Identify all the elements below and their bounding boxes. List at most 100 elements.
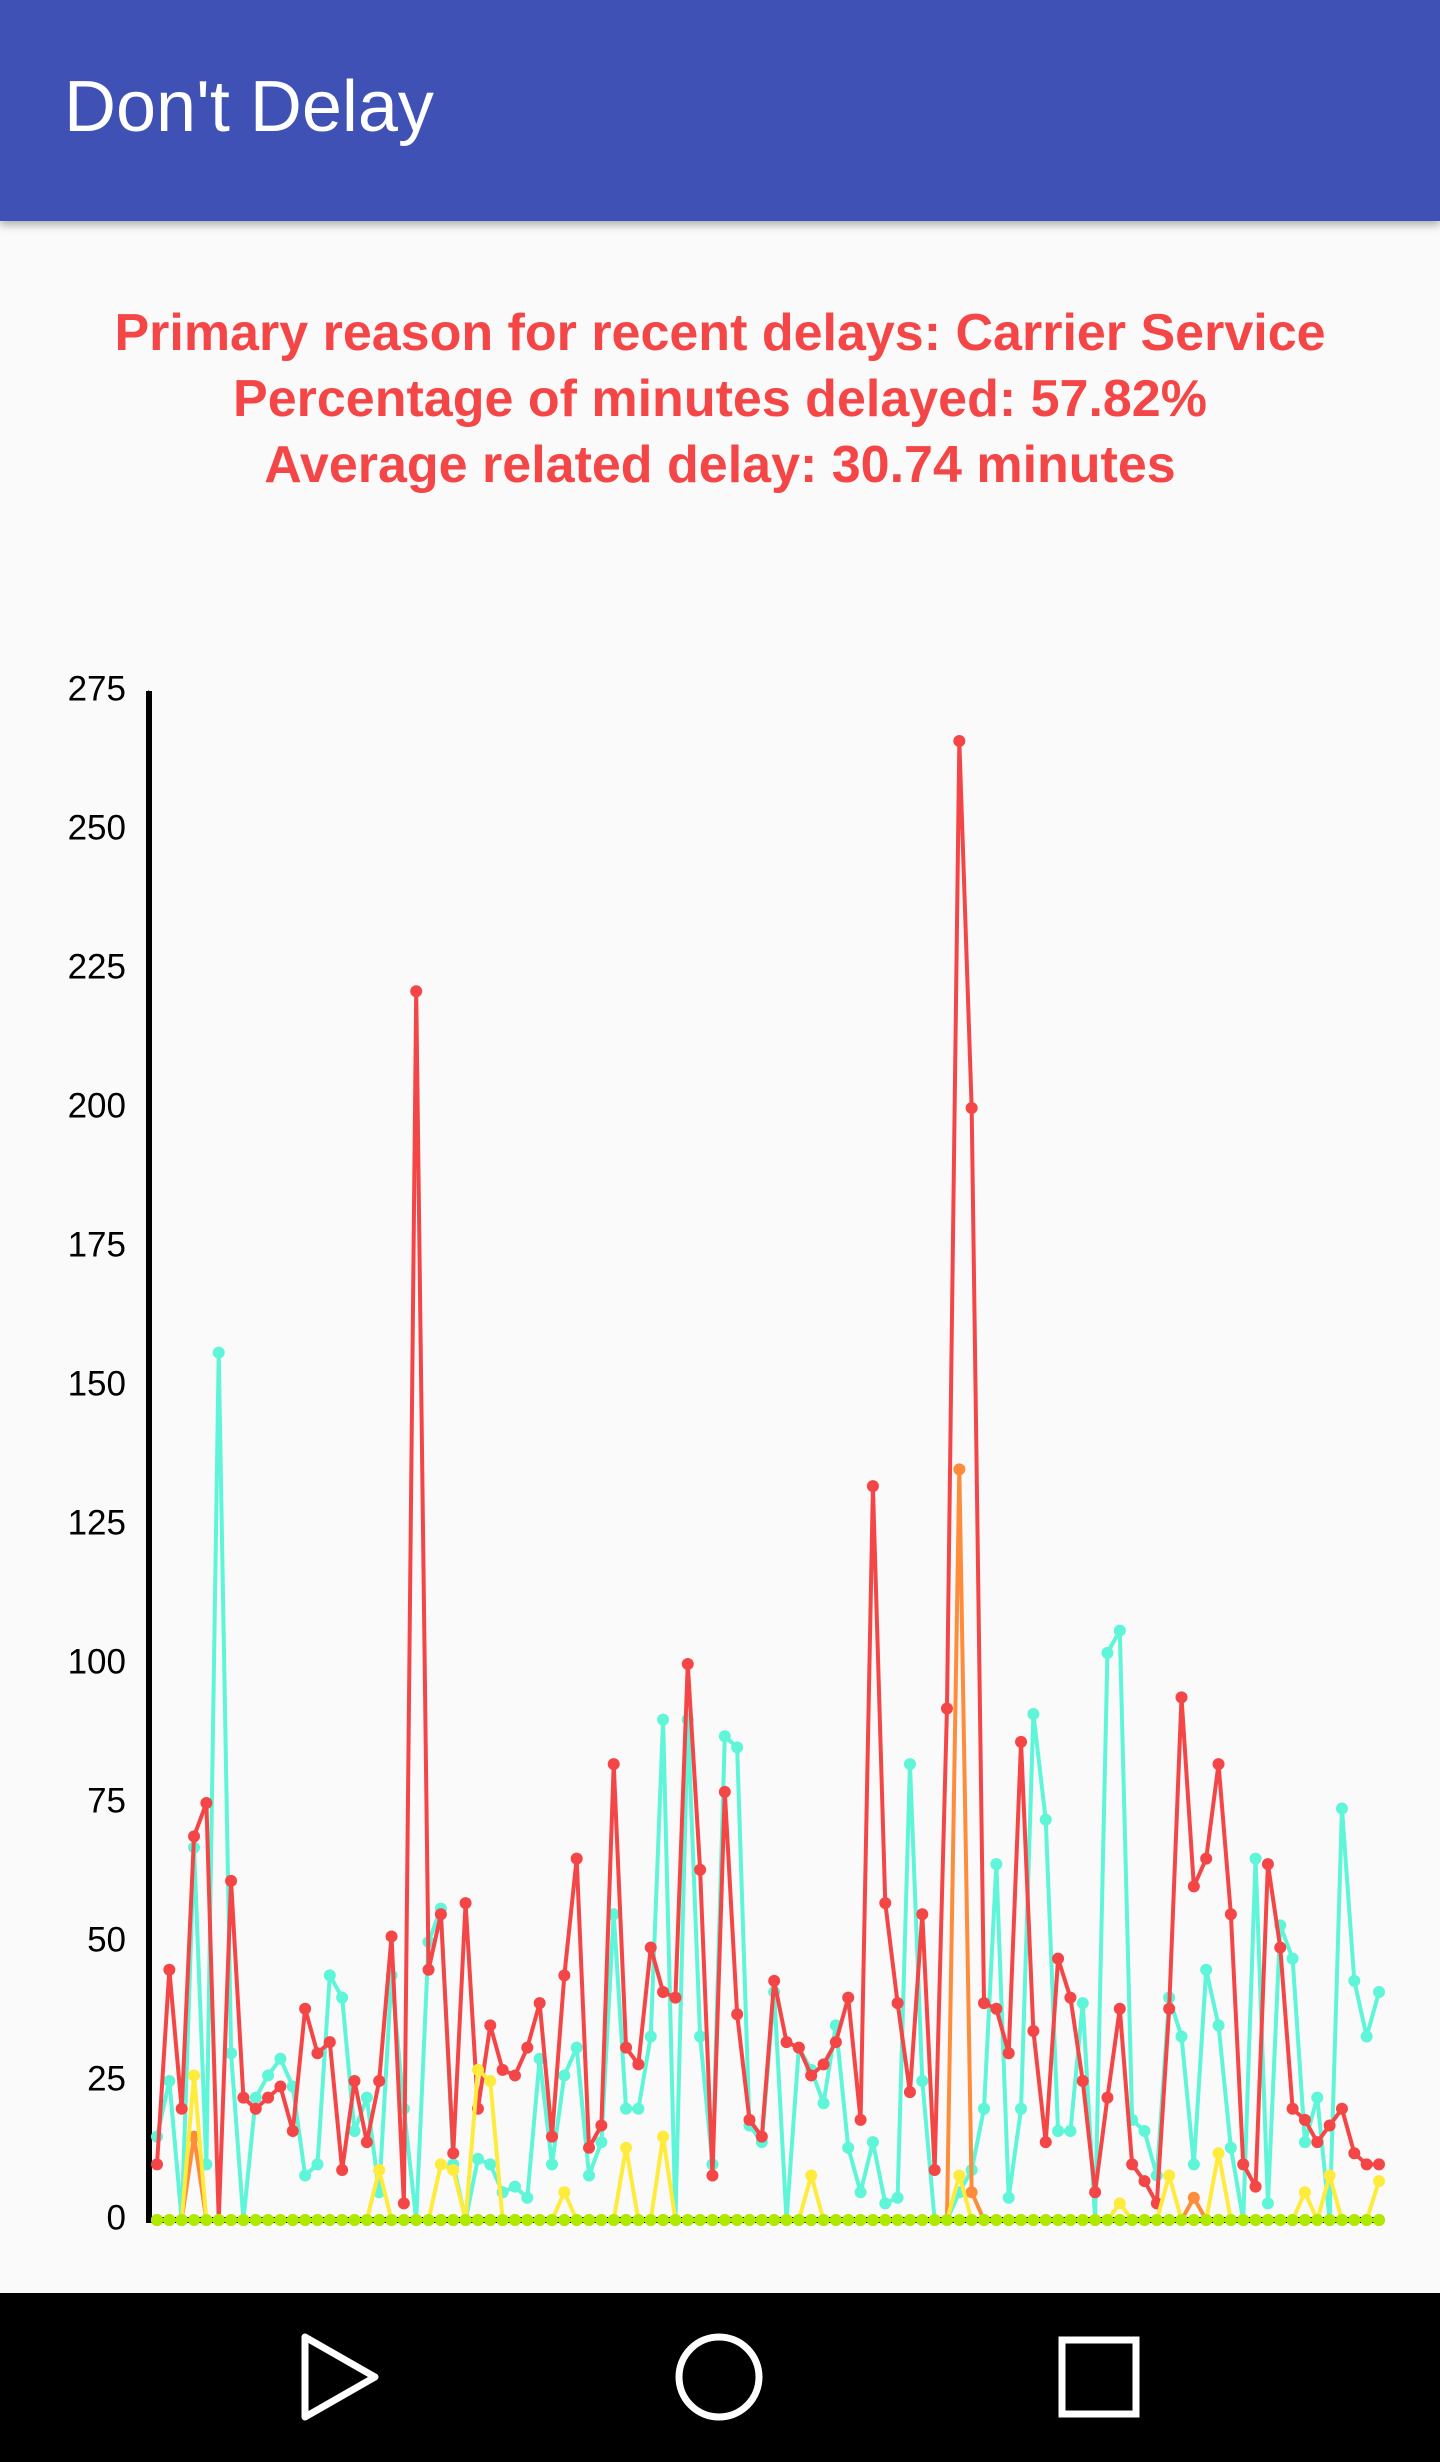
data-point bbox=[508, 2069, 521, 2082]
data-point bbox=[681, 1658, 694, 1670]
data-point bbox=[1015, 2102, 1028, 2115]
data-point bbox=[978, 1997, 991, 2010]
data-point bbox=[780, 2214, 793, 2226]
data-point bbox=[805, 2214, 818, 2226]
data-point bbox=[225, 2214, 238, 2226]
data-point bbox=[1335, 1802, 1348, 1815]
data-point bbox=[1274, 1941, 1287, 1954]
data-point bbox=[1076, 1997, 1089, 2010]
data-point bbox=[163, 2075, 176, 2087]
data-point bbox=[1200, 2214, 1213, 2226]
data-point bbox=[188, 2069, 201, 2082]
data-point bbox=[657, 2130, 670, 2143]
data-point bbox=[1237, 2214, 1250, 2226]
data-point bbox=[953, 735, 966, 748]
y-tick-label: 0 bbox=[107, 2198, 126, 2237]
data-point bbox=[299, 2214, 312, 2226]
data-point bbox=[595, 2119, 608, 2132]
y-tick-label: 250 bbox=[68, 808, 126, 847]
data-point bbox=[1187, 2158, 1200, 2171]
data-point bbox=[311, 2214, 324, 2226]
data-point bbox=[1113, 2214, 1126, 2226]
data-point bbox=[1187, 1880, 1200, 1893]
data-point bbox=[644, 1941, 657, 1954]
data-point bbox=[965, 2186, 978, 2199]
data-point bbox=[644, 2214, 657, 2226]
data-point bbox=[1113, 1624, 1126, 1637]
data-point bbox=[533, 2214, 546, 2226]
data-point bbox=[595, 2214, 608, 2226]
data-point bbox=[1101, 2091, 1114, 2104]
data-point bbox=[447, 2214, 460, 2226]
data-point bbox=[1323, 2214, 1336, 2226]
data-point bbox=[1002, 2047, 1015, 2060]
data-point bbox=[336, 2214, 349, 2226]
data-point bbox=[607, 1908, 620, 1921]
data-point bbox=[1163, 2169, 1176, 2182]
data-point bbox=[620, 2141, 633, 2154]
data-point bbox=[731, 2214, 744, 2226]
data-point bbox=[336, 1991, 349, 2004]
data-point bbox=[990, 1858, 1003, 1871]
data-point bbox=[188, 1830, 201, 1843]
data-point bbox=[570, 1852, 583, 1865]
data-point bbox=[422, 1963, 435, 1976]
data-point bbox=[817, 2214, 830, 2226]
data-point bbox=[842, 2214, 855, 2226]
data-point bbox=[1286, 2214, 1299, 2226]
recents-button[interactable] bbox=[1058, 2336, 1140, 2418]
data-point bbox=[805, 2169, 818, 2182]
data-point bbox=[607, 1758, 620, 1771]
data-point bbox=[718, 2214, 731, 2226]
data-point bbox=[447, 2163, 460, 2176]
back-button[interactable] bbox=[301, 2333, 379, 2421]
data-point bbox=[965, 1102, 978, 1114]
data-point bbox=[657, 1713, 670, 1726]
data-point bbox=[743, 2113, 756, 2126]
data-point bbox=[1373, 2214, 1385, 2226]
data-point bbox=[200, 1797, 213, 1809]
data-point bbox=[916, 2075, 929, 2087]
data-point bbox=[669, 2214, 682, 2226]
data-point bbox=[521, 2041, 534, 2054]
data-point bbox=[570, 2214, 583, 2226]
data-point bbox=[792, 2214, 805, 2226]
y-tick-label: 150 bbox=[68, 1364, 126, 1403]
data-point bbox=[1298, 2136, 1311, 2149]
data-point bbox=[1064, 1991, 1077, 2004]
data-point bbox=[175, 2102, 188, 2115]
data-point bbox=[1076, 2214, 1089, 2226]
data-point bbox=[1064, 2214, 1077, 2226]
data-point bbox=[978, 2214, 991, 2226]
data-point bbox=[1298, 2113, 1311, 2126]
data-point bbox=[1138, 2175, 1151, 2188]
data-point bbox=[1360, 2158, 1373, 2171]
data-point bbox=[212, 2214, 225, 2226]
data-point bbox=[1286, 1952, 1299, 1965]
data-point bbox=[484, 2158, 497, 2171]
data-point bbox=[990, 2214, 1003, 2226]
data-point bbox=[286, 2214, 299, 2226]
data-point bbox=[212, 1346, 225, 1359]
data-point bbox=[1311, 2091, 1324, 2104]
data-point bbox=[1126, 2214, 1139, 2226]
data-point bbox=[1175, 2214, 1188, 2226]
nav-bar bbox=[0, 2293, 1440, 2462]
home-button[interactable] bbox=[675, 2333, 763, 2421]
data-point bbox=[1200, 1963, 1213, 1976]
data-point bbox=[348, 2125, 361, 2138]
data-point bbox=[1052, 2214, 1065, 2226]
data-point bbox=[1076, 2075, 1089, 2087]
data-point bbox=[1089, 2186, 1102, 2199]
data-point bbox=[842, 2141, 855, 2154]
data-point bbox=[373, 2075, 386, 2087]
data-point bbox=[768, 2214, 781, 2226]
data-point bbox=[397, 2214, 410, 2226]
data-point bbox=[521, 2191, 534, 2204]
data-point bbox=[323, 2036, 336, 2049]
data-point bbox=[953, 1463, 966, 1476]
data-point bbox=[533, 1997, 546, 2010]
data-point bbox=[1237, 2158, 1250, 2171]
data-point bbox=[1138, 2214, 1151, 2226]
data-point bbox=[1298, 2214, 1311, 2226]
